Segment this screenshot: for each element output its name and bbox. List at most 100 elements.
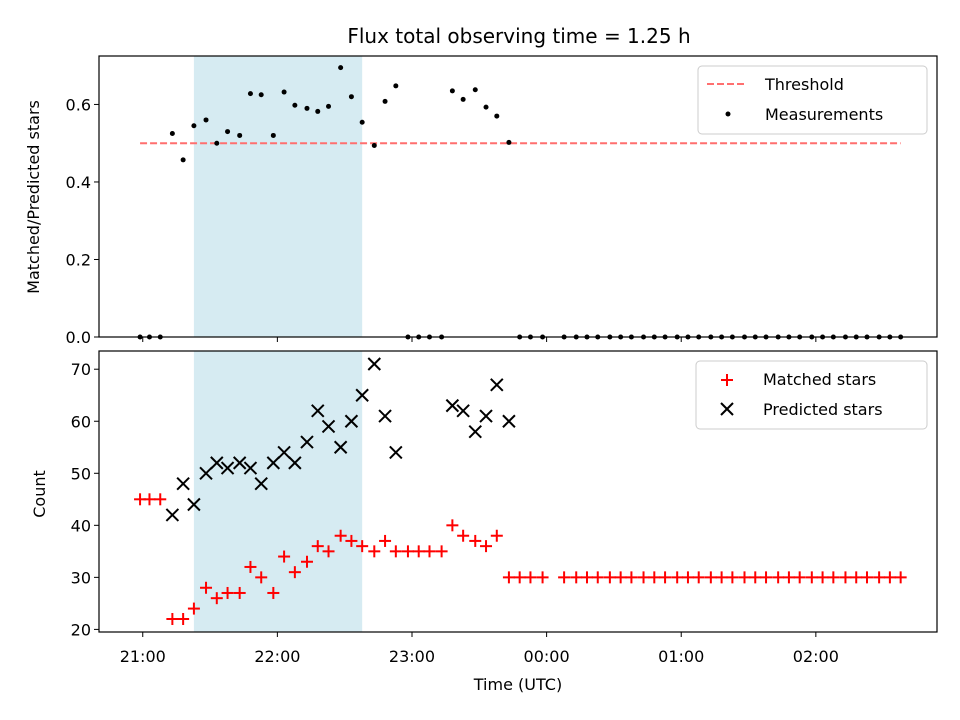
matched-stars-point xyxy=(423,545,436,558)
matched-stars-point xyxy=(143,493,156,506)
matched-stars-point xyxy=(873,571,886,584)
xtick-label: 21:00 xyxy=(120,647,166,666)
shaded-interval-top xyxy=(193,56,363,337)
bottom-ytick-label: 40 xyxy=(71,516,91,535)
measurement-point xyxy=(292,102,298,108)
xtick-label: 22:00 xyxy=(254,647,300,666)
matched-stars-point xyxy=(334,529,347,542)
predicted-stars-point xyxy=(490,378,504,392)
xtick-label: 02:00 xyxy=(793,647,839,666)
matched-stars-point xyxy=(288,566,301,579)
matched-stars-point xyxy=(839,571,852,584)
measurement-point xyxy=(460,96,466,102)
predicted-stars-point xyxy=(266,456,281,470)
matched-stars-point xyxy=(860,571,873,584)
predicted-stars-point xyxy=(479,409,493,423)
matched-stars-point xyxy=(154,493,167,506)
y-axis-label-bottom: Count xyxy=(30,470,49,518)
matched-stars-point xyxy=(793,571,806,584)
matched-stars-point xyxy=(625,571,638,584)
bottom-ytick-label: 70 xyxy=(71,360,91,379)
predicted-stars-point xyxy=(243,461,258,475)
measurement-point xyxy=(270,132,276,138)
measurement-point xyxy=(247,91,253,97)
predicted-stars-point xyxy=(277,445,291,460)
top-ytick-label: 0.6 xyxy=(66,95,91,114)
matched-stars-point xyxy=(322,545,335,558)
matched-stars-point xyxy=(816,571,829,584)
matched-stars-point xyxy=(827,571,840,584)
matched-stars-point xyxy=(726,571,739,584)
matched-stars-point xyxy=(356,540,369,553)
predicted-stars-point xyxy=(176,476,190,491)
matched-stars-point xyxy=(210,592,223,605)
matched-stars-point xyxy=(738,571,751,584)
matched-stars-point xyxy=(704,571,717,584)
matched-stars-point xyxy=(244,560,257,573)
matched-stars-point xyxy=(255,571,268,584)
legend-measurements-swatch xyxy=(725,111,731,117)
measurement-point xyxy=(191,123,197,129)
matched-stars-point xyxy=(221,586,234,599)
matched-stars-point xyxy=(166,612,179,625)
matched-stars-point xyxy=(379,534,392,547)
matched-stars-point xyxy=(692,571,705,584)
bottom-ytick-label: 20 xyxy=(71,620,91,639)
matched-stars-point xyxy=(760,571,773,584)
legend-bottom: Matched stars Predicted stars xyxy=(695,360,928,430)
matched-stars-point xyxy=(659,571,672,584)
shaded-interval-bottom xyxy=(193,351,363,632)
matched-stars-point xyxy=(412,545,425,558)
legend-predicted-label: Predicted stars xyxy=(763,400,883,419)
measurement-point xyxy=(180,157,186,163)
xtick-label: 00:00 xyxy=(524,647,570,666)
matched-stars-point xyxy=(177,612,190,625)
predicted-stars-point xyxy=(311,404,325,418)
top-ytick-label: 0.2 xyxy=(66,250,91,269)
matched-stars-point xyxy=(233,586,246,599)
measurement-point xyxy=(326,103,332,109)
predicted-stars-point xyxy=(333,440,348,454)
plot-frame-bottom xyxy=(98,350,938,633)
matched-stars-point xyxy=(267,586,280,599)
predicted-stars-point xyxy=(254,476,268,491)
legend-matched-label: Matched stars xyxy=(763,370,876,389)
measurement-point xyxy=(371,143,377,149)
measurement-point xyxy=(359,119,365,125)
measurement-point xyxy=(494,113,500,119)
matched-stars-point xyxy=(368,545,381,558)
matched-stars-point xyxy=(300,555,313,568)
predicted-stars-point xyxy=(288,456,302,470)
matched-stars-point xyxy=(603,571,616,584)
matched-stars-point xyxy=(671,571,684,584)
measurement-point xyxy=(506,139,512,145)
measurement-point xyxy=(348,94,354,100)
predicted-stars-point xyxy=(300,435,314,449)
matched-stars-point xyxy=(457,529,470,542)
matched-stars-point xyxy=(401,545,414,558)
predicted-stars-point xyxy=(389,445,403,460)
matched-stars-point xyxy=(782,571,795,584)
measurement-point xyxy=(483,104,489,110)
matched-stars-point xyxy=(850,571,863,584)
matched-stars-point xyxy=(513,571,526,584)
measurement-point xyxy=(281,89,287,95)
matched-stars-point xyxy=(480,540,493,553)
measurement-point xyxy=(472,87,478,93)
top-ytick-label: 0.4 xyxy=(66,173,91,192)
predicted-stars-point xyxy=(502,414,516,428)
matched-stars-point xyxy=(502,571,515,584)
matched-stars-point xyxy=(681,571,694,584)
measurement-point xyxy=(304,105,310,111)
legend-predicted-swatch xyxy=(720,402,734,416)
bottom-ytick-label: 30 xyxy=(71,568,91,587)
measurement-point xyxy=(225,129,231,135)
xtick-label: 01:00 xyxy=(658,647,704,666)
predicted-stars-point xyxy=(210,456,224,470)
matched-stars-point xyxy=(883,571,896,584)
bottom-ytick-label: 50 xyxy=(71,464,91,483)
matched-stars-point xyxy=(558,571,571,584)
matched-stars-point xyxy=(772,571,785,584)
matched-stars-point xyxy=(200,581,213,594)
